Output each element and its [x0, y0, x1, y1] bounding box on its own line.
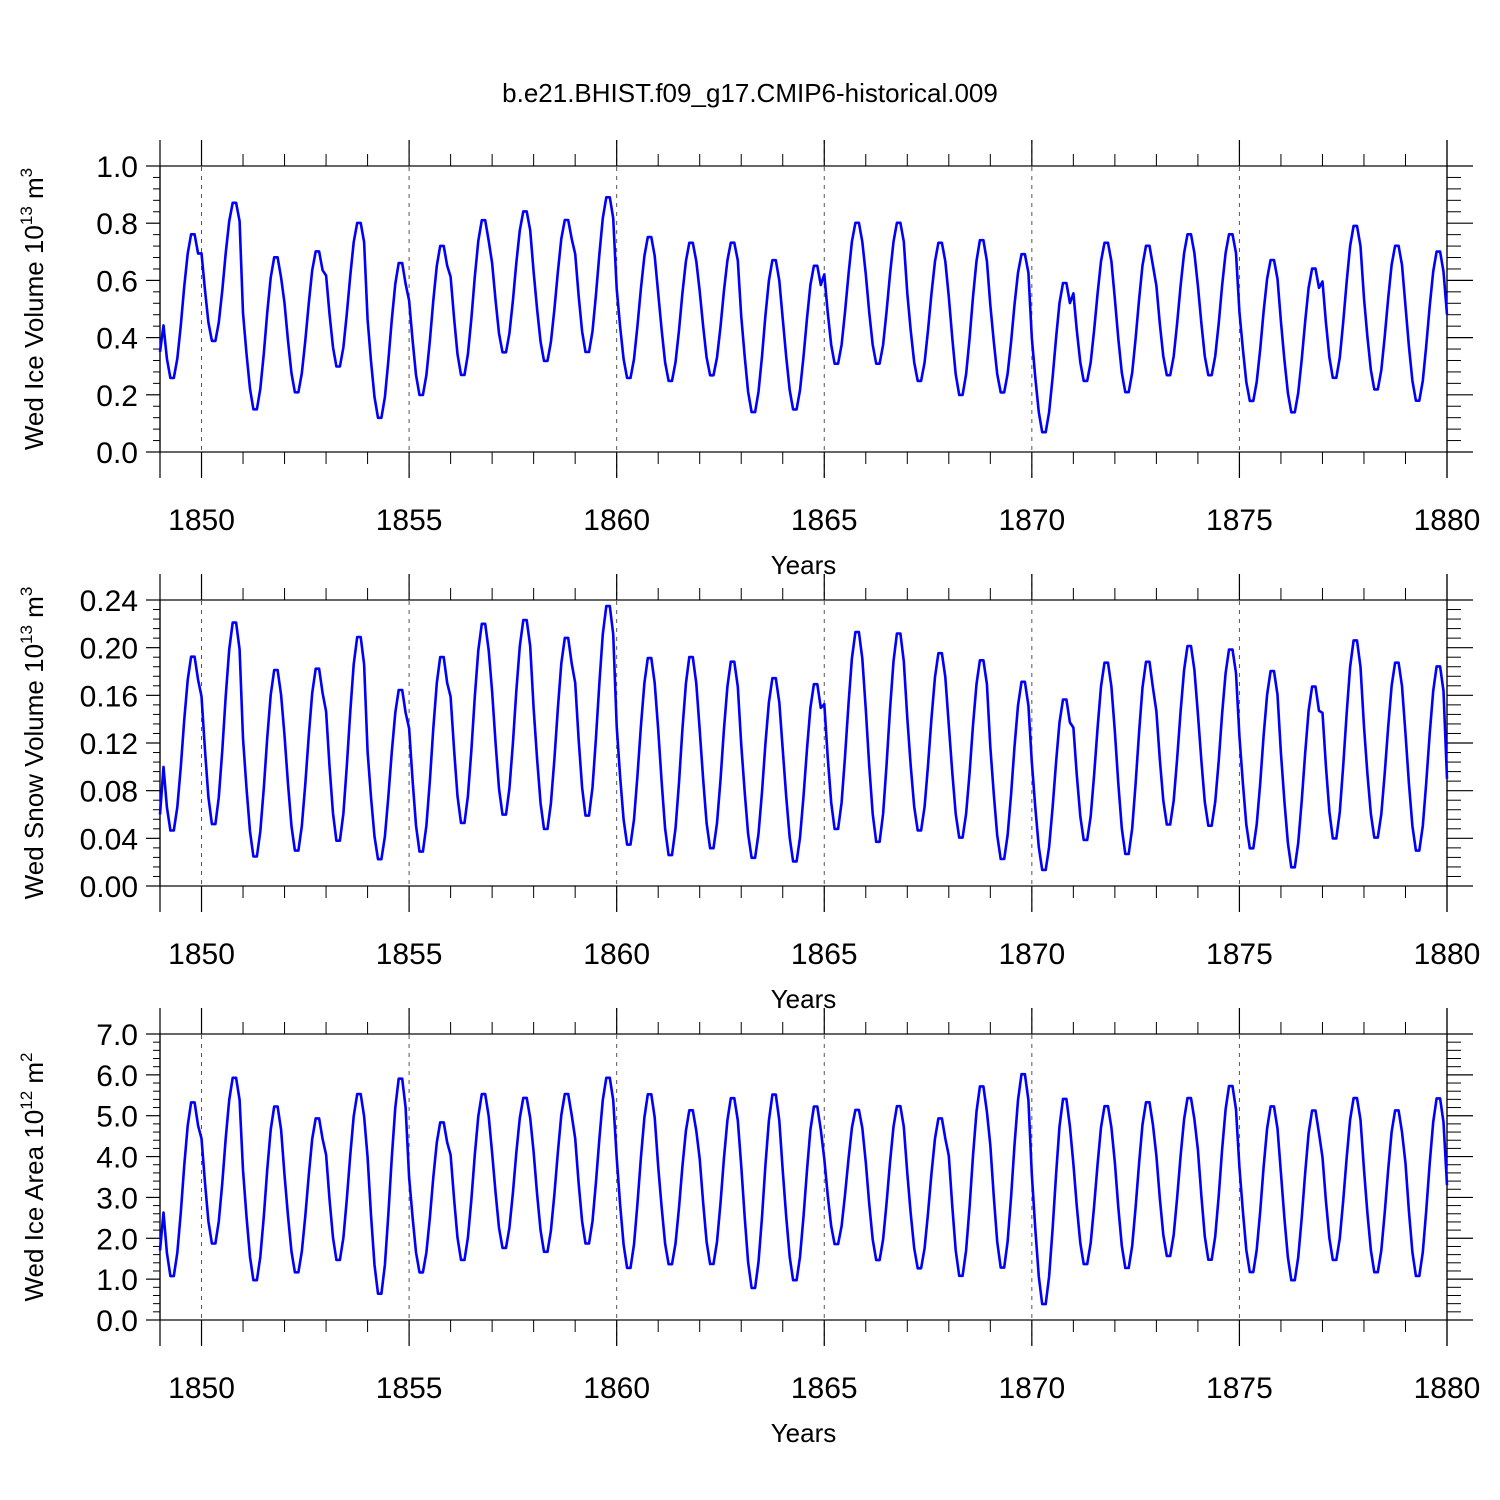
figure-title: b.e21.BHIST.f09_g17.CMIP6-historical.009 [502, 78, 998, 108]
y-tick-label: 0.20 [80, 633, 138, 666]
y-tick-label: 2.0 [96, 1223, 138, 1256]
x-tick-label: 1850 [168, 938, 235, 971]
series-line-ice-volume [158, 196, 1449, 434]
x-tick-label: 1860 [583, 1372, 650, 1405]
y-tick-label: 0.2 [96, 380, 138, 413]
y-tick-label: 5.0 [96, 1101, 138, 1134]
x-tick-label: 1860 [583, 938, 650, 971]
x-tick-label: 1865 [791, 1372, 858, 1405]
plot-frame [159, 165, 1448, 453]
y-tick-label: 0.8 [96, 208, 138, 241]
x-tick-label: 1875 [1206, 1372, 1273, 1405]
series-line-snow-volume [158, 604, 1449, 872]
x-tick-label: 1875 [1206, 938, 1273, 971]
x-tick-label: 1880 [1414, 1372, 1481, 1405]
y-tick-label: 0.12 [80, 728, 138, 761]
y-tick-label: 0.00 [80, 871, 138, 904]
x-tick-label: 1870 [998, 504, 1065, 537]
y-tick-label: 0.24 [80, 585, 138, 618]
x-tick-label: 1855 [376, 938, 443, 971]
x-axis-title: Years [771, 1418, 837, 1448]
y-tick-label: 0.16 [80, 680, 138, 713]
y-tick-label: 4.0 [96, 1142, 138, 1175]
panel-ice-volume: 0.0 0.2 0.4 0.6 0.8 1.0 1850 1855 1860 1865 1870 18… [17, 140, 1480, 580]
series-line-ice-area [158, 1072, 1449, 1306]
y-tick-label: 0.08 [80, 776, 138, 809]
x-tick-label: 1875 [1206, 504, 1273, 537]
y-tick-label: 1.0 [96, 151, 138, 184]
x-axis-title: Years [771, 984, 837, 1014]
x-tick-label: 1880 [1414, 504, 1481, 537]
x-axis-title: Years [771, 550, 837, 580]
y-tick-label: 7.0 [96, 1019, 138, 1052]
x-tick-label: 1855 [376, 1372, 443, 1405]
y-tick-label: 0.0 [96, 1305, 138, 1338]
y-axis-title: Wed Ice Volume 1013 m3 [17, 168, 49, 450]
y-axis-title: Wed Ice Area 1012 m2 [17, 1052, 49, 1301]
x-tick-label: 1865 [791, 504, 858, 537]
y-tick-label: 0.6 [96, 265, 138, 298]
panel-ice-area: 0.0 1.0 2.0 3.0 4.0 5.0 6.0 7.0 1850 1855 1860 1865… [17, 1008, 1480, 1448]
y-tick-label: 0.0 [96, 437, 138, 470]
x-tick-label: 1870 [998, 938, 1065, 971]
x-tick-label: 1865 [791, 938, 858, 971]
x-tick-label: 1860 [583, 504, 650, 537]
panel-snow-volume: 0.00 0.04 0.08 0.12 0.16 0.20 0.24 1850 1855 1860… [17, 574, 1480, 1014]
plot-frame [159, 1033, 1448, 1321]
y-tick-label: 0.04 [80, 823, 138, 856]
x-tick-label: 1855 [376, 504, 443, 537]
y-tick-label: 3.0 [96, 1182, 138, 1215]
y-tick-label: 6.0 [96, 1060, 138, 1093]
panels: 0.0 0.2 0.4 0.6 0.8 1.0 1850 1855 1860 1865 1870 18… [17, 140, 1480, 1448]
x-tick-label: 1870 [998, 1372, 1065, 1405]
x-tick-label: 1850 [168, 504, 235, 537]
y-tick-label: 1.0 [96, 1264, 138, 1297]
y-tick-label: 0.4 [96, 323, 138, 356]
x-tick-label: 1850 [168, 1372, 235, 1405]
y-axis-title: Wed Snow Volume 1013 m3 [17, 587, 49, 900]
x-tick-label: 1880 [1414, 938, 1481, 971]
